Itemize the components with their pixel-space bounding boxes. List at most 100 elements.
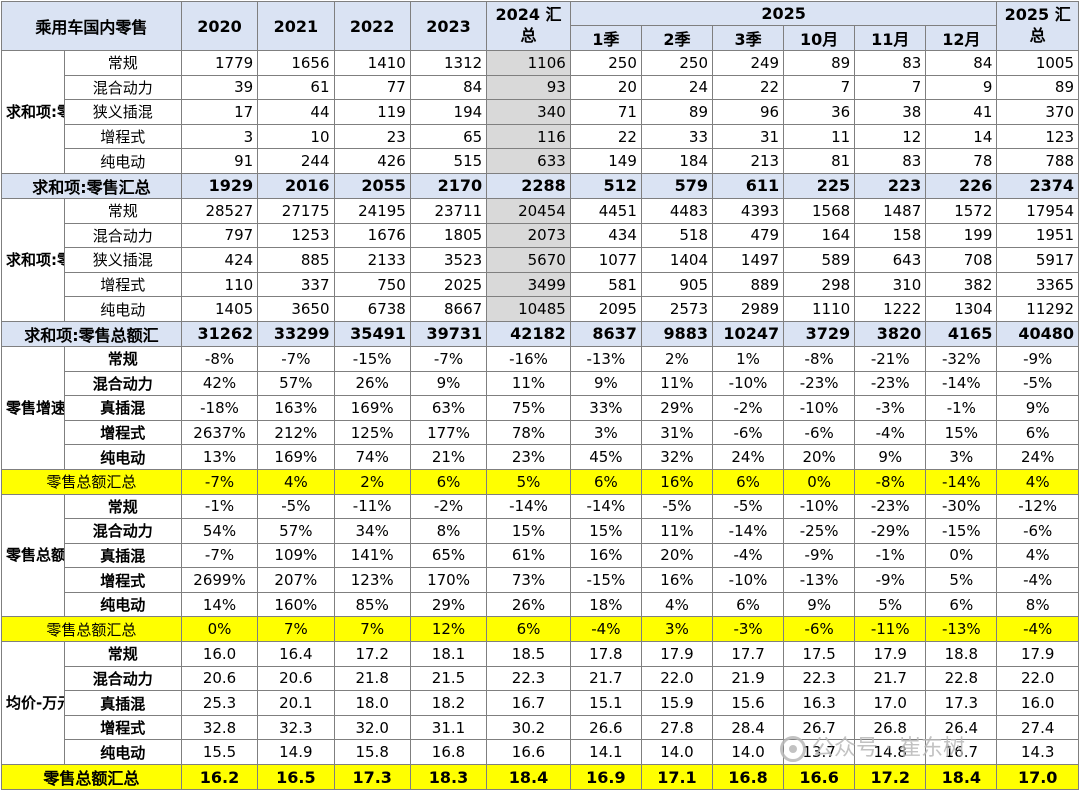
table-cell: 3499 (486, 271, 571, 298)
table-cell: 14.3 (996, 739, 1079, 766)
table-row: 增程式 2637% 212% 125% 177% 78% 3% 31% -6% -6% -4% 15%… (2, 419, 1079, 446)
table-cell: 83 (854, 50, 927, 76)
table-cell: 17.8 (569, 641, 642, 667)
table-cell: 32% (640, 444, 714, 470)
table-cell: -29% (854, 518, 927, 544)
total-cell: 6% (486, 616, 571, 643)
table-cell: 17.9 (854, 641, 927, 667)
total-cell: 18.4 (925, 764, 998, 791)
table-cell: -5% (711, 493, 785, 520)
total-2025-header: 2025 汇总 (996, 1, 1079, 51)
table-cell: 31% (640, 419, 714, 446)
table-cell: -4% (854, 419, 927, 446)
table-cell: 4451 (569, 197, 642, 224)
table-cell: 1487 (854, 197, 927, 224)
year-header-2021: 2021 (257, 1, 335, 51)
total-cell: 10247 (711, 320, 785, 347)
total-row: 零售总额汇总 0% 7% 7% 12% 6% -4% 3% -3% -6% -11% -13% -4% (1, 616, 1079, 643)
table-cell: 20.6 (180, 665, 259, 692)
total-cell: 6% (569, 468, 642, 495)
total-cell: 0% (783, 468, 856, 495)
total-cell: -14% (925, 468, 998, 495)
table-cell: 33 (640, 123, 714, 150)
table-cell: 15.1 (569, 690, 642, 716)
total-row: 零售总额汇总 16.2 16.5 17.3 18.3 18.4 16.9 17.1 16.8 16… (1, 764, 1079, 791)
table-cell: -6% (996, 518, 1079, 544)
total-cell: 225 (783, 172, 856, 199)
table-cell: 14.0 (640, 739, 714, 766)
table-cell: 16.7 (925, 739, 998, 766)
total-cell: 31262 (180, 320, 259, 347)
row-label: 狭义插混 (63, 99, 182, 125)
table-cell: -13% (569, 345, 642, 372)
table-cell: -13% (783, 567, 856, 593)
table-cell: 18.8 (925, 641, 998, 667)
total-row-label: 零售总额汇总 (1, 764, 182, 791)
total-cell: 17.0 (996, 764, 1079, 791)
table-row: 混合动力 42% 57% 26% 9% 11% 9% 11% -10% -23% -23% -14% -… (2, 370, 1079, 397)
table-cell: 84 (409, 74, 488, 101)
table-cell: 44 (257, 99, 335, 125)
total-cell: 2374 (996, 172, 1079, 199)
table-cell: 9% (783, 591, 856, 618)
total-cell: -6% (783, 616, 856, 643)
table-cell: 26.6 (569, 714, 642, 741)
year-header-2020: 2020 (180, 1, 259, 51)
table-cell: -4% (711, 542, 785, 569)
table-cell: 21.8 (333, 665, 411, 692)
table-cell: 22.0 (996, 665, 1079, 692)
table-cell: 17.7 (711, 641, 785, 667)
table-row: 混合动力 20.6 20.6 21.8 21.5 22.3 21.7 22.0 21.9 22.3… (2, 665, 1079, 692)
table-cell: 14% (180, 591, 259, 618)
table-cell: 581 (569, 271, 642, 298)
period-header: 3季 (711, 25, 785, 51)
table-cell: 213 (711, 148, 785, 174)
table-row: 零售总额-增速常规-1%-5%-11%-2%-14%-14%-5%-5%-10%… (1, 493, 1079, 618)
total-cell: 8637 (569, 320, 642, 347)
table-cell: 708 (925, 247, 998, 273)
table-cell: 177% (409, 419, 488, 446)
table-cell: 21.5 (409, 665, 488, 692)
total-cell: 40480 (996, 320, 1079, 347)
table-cell: 424 (180, 247, 259, 273)
table-cell: -12% (996, 493, 1079, 520)
table-cell: 1077 (569, 247, 642, 273)
table-cell: 1312 (409, 50, 488, 76)
row-label: 增程式 (63, 567, 182, 593)
table-cell: 23 (333, 123, 411, 150)
table-cell: -2% (711, 395, 785, 421)
table-cell: 14.9 (257, 739, 335, 766)
table-row: 纯电动 13% 169% 74% 21% 23% 45% 32% 24% 20% 9% 3% 24% (2, 444, 1079, 470)
table-row: 纯电动 15.5 14.9 15.8 16.8 16.6 14.1 14.0 14.0 13.7 1… (2, 739, 1079, 766)
table-row: 求和项:零售常规17791656141013121106250250249898… (1, 50, 1079, 174)
table-cell: 1106 (486, 50, 571, 76)
table-row: 真插混 -18% 163% 169% 63% 75% 33% 29% -2% -10% -3% -1%… (2, 395, 1079, 421)
row-label: 真插混 (63, 395, 182, 421)
table-cell: 74% (333, 444, 411, 470)
table-cell: 298 (783, 271, 856, 298)
table-cell: -30% (925, 493, 998, 520)
table-cell: -25% (783, 518, 856, 544)
table-cell: 16.0 (996, 690, 1079, 716)
table-cell: 77 (333, 74, 411, 101)
table-cell: 42% (180, 370, 259, 397)
total-cell: 1929 (180, 172, 259, 199)
table-cell: 54% (180, 518, 259, 544)
table-cell: 17.3 (925, 690, 998, 716)
table-cell: 125% (333, 419, 411, 446)
table-cell: -21% (854, 345, 927, 372)
table-cell: 65% (409, 542, 488, 569)
row-label: 纯电动 (63, 739, 182, 766)
total-cell: 2288 (486, 172, 571, 199)
table-cell: 17954 (996, 197, 1079, 224)
table-cell: 39 (180, 74, 259, 101)
table-cell: 2095 (569, 296, 642, 322)
table-cell: 15.8 (333, 739, 411, 766)
row-label: 纯电动 (63, 296, 182, 322)
table-cell: 16% (640, 567, 714, 593)
table-cell: 1410 (333, 50, 411, 76)
section-title: 求和项:零售总额 (1, 197, 65, 322)
table-cell: 169% (257, 444, 335, 470)
table-cell: 57% (257, 370, 335, 397)
